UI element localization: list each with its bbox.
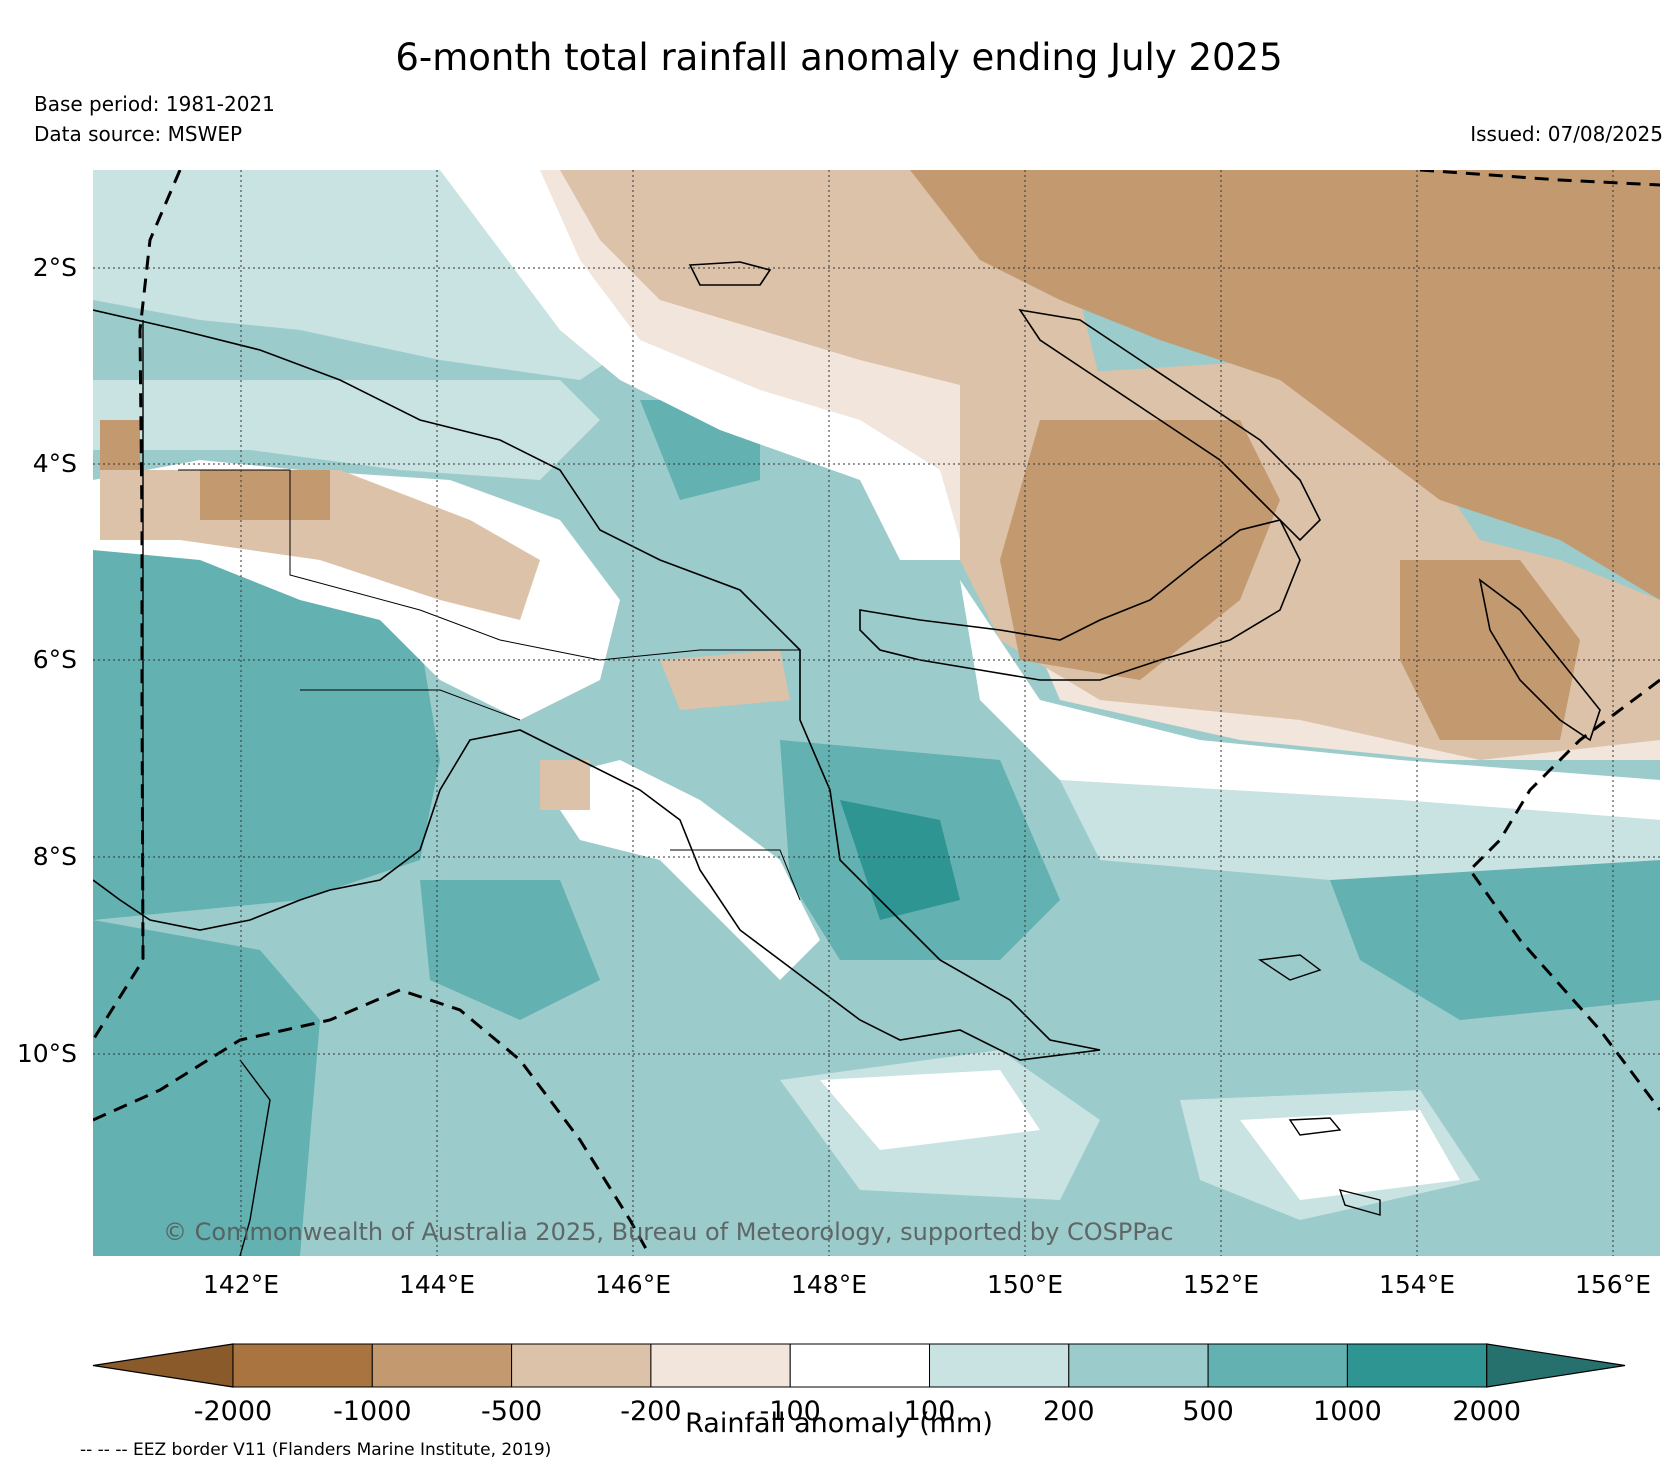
colorbar-tick-label: -1000 bbox=[333, 1396, 411, 1427]
data-source-label: Data source: MSWEP bbox=[34, 122, 243, 146]
colorbar-segment bbox=[1207, 1343, 1348, 1388]
colorbar-tick-label: 500 bbox=[1182, 1396, 1234, 1427]
colorbar-segment bbox=[929, 1343, 1070, 1388]
longitude-labels: 142°E 144°E 146°E 148°E 150°E 152°E 154°… bbox=[203, 1270, 1651, 1299]
eez-footnote: -- -- -- EEZ border V11 (Flanders Marine… bbox=[80, 1440, 552, 1460]
anomaly-field bbox=[93, 170, 1660, 1256]
colorbar-segment bbox=[232, 1343, 373, 1388]
graticule bbox=[93, 170, 1660, 1256]
colorbar-segment bbox=[1346, 1343, 1488, 1388]
lat-label: 10°S bbox=[17, 1039, 77, 1068]
colorbar-extend-low bbox=[92, 1343, 234, 1388]
lon-label: 154°E bbox=[1379, 1270, 1455, 1299]
colorbar-tick-label: -100 bbox=[760, 1396, 821, 1427]
lon-label: 148°E bbox=[791, 1270, 867, 1299]
map-title: 6-month total rainfall anomaly ending Ju… bbox=[395, 36, 1283, 79]
lon-label: 152°E bbox=[1183, 1270, 1259, 1299]
colorbar-label: Rainfall anomaly (mm) bbox=[685, 1408, 993, 1439]
lon-label: 144°E bbox=[399, 1270, 475, 1299]
issued-date-label: Issued: 07/08/2025 bbox=[1470, 122, 1663, 146]
colorbar-tick-label: -2000 bbox=[194, 1396, 272, 1427]
lat-label: 8°S bbox=[33, 842, 77, 871]
colorbar-tick-label: 1000 bbox=[1313, 1396, 1382, 1427]
latitude-labels: 2°S 4°S 6°S 8°S 10°S bbox=[17, 253, 77, 1068]
colorbar-extend-high bbox=[1486, 1343, 1626, 1388]
base-period-label: Base period: 1981-2021 bbox=[34, 92, 275, 116]
colorbar-segment bbox=[511, 1343, 652, 1388]
colorbar-tick-label: 100 bbox=[904, 1396, 956, 1427]
colorbar: -2000 -1000 -500 -200 -100 100 200 500 1000 2000 bbox=[92, 1343, 1626, 1427]
colorbar-tick-label: -500 bbox=[481, 1396, 542, 1427]
colorbar-tick-label: -200 bbox=[620, 1396, 681, 1427]
lon-label: 156°E bbox=[1575, 1270, 1651, 1299]
lat-label: 4°S bbox=[33, 449, 77, 478]
copyright-text: © Commonwealth of Australia 2025, Bureau… bbox=[163, 1218, 1174, 1246]
colorbar-tick-label: 200 bbox=[1043, 1396, 1095, 1427]
colorbar-segment bbox=[371, 1343, 513, 1388]
colorbar-segment bbox=[789, 1343, 931, 1388]
colorbar-segment bbox=[1068, 1343, 1209, 1388]
lat-label: 6°S bbox=[33, 645, 77, 674]
colorbar-tick-label: 2000 bbox=[1452, 1396, 1521, 1427]
lat-label: 2°S bbox=[33, 253, 77, 282]
colorbar-segment bbox=[650, 1343, 791, 1388]
lon-label: 142°E bbox=[203, 1270, 279, 1299]
lon-label: 146°E bbox=[595, 1270, 671, 1299]
lon-label: 150°E bbox=[987, 1270, 1063, 1299]
